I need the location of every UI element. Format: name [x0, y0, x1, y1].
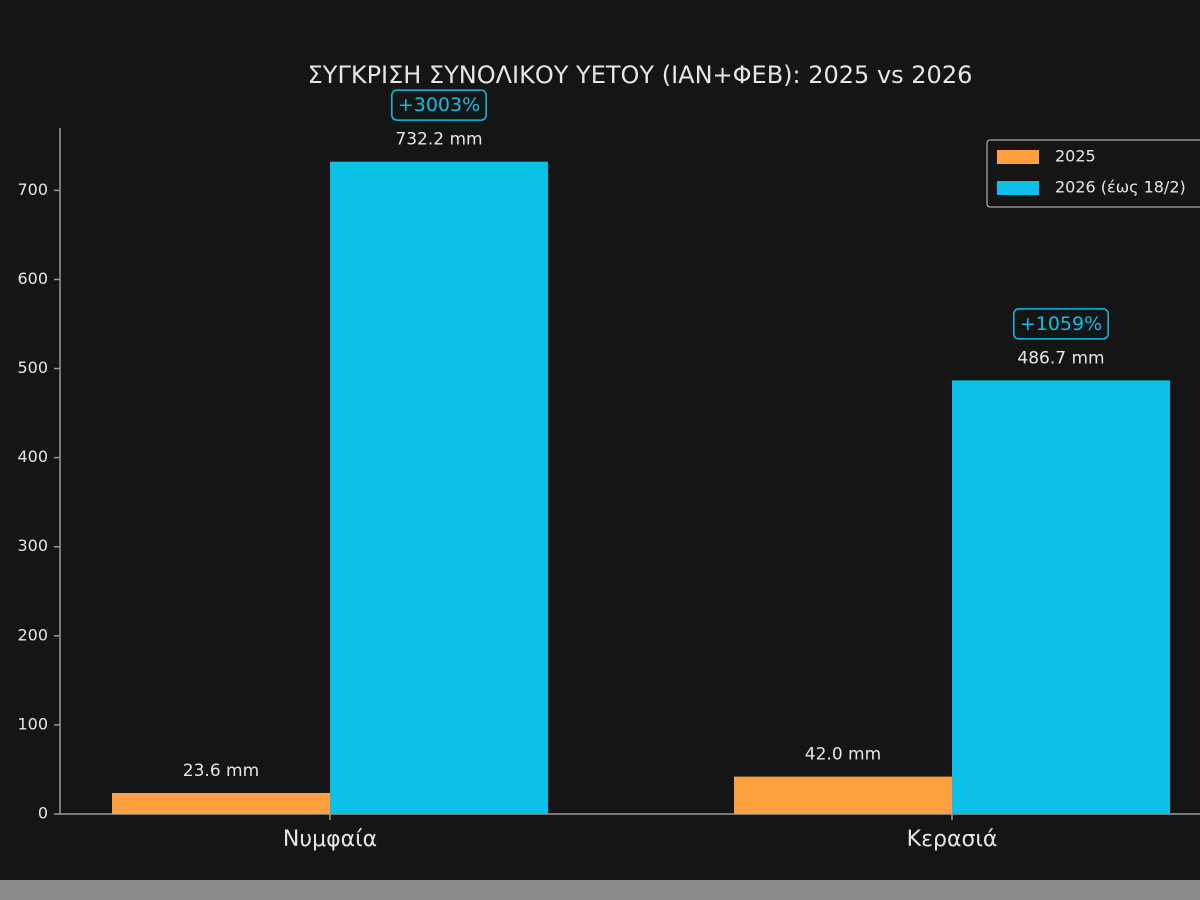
- x-tick-label: Νυμφαία: [283, 827, 377, 852]
- value-label: 42.0 mm: [805, 745, 881, 765]
- footer-strip: [0, 880, 1200, 900]
- y-tick-label: 600: [17, 269, 48, 288]
- annotation-box: [391, 89, 487, 121]
- bar: [952, 380, 1170, 814]
- y-tick-label: 400: [17, 447, 48, 466]
- y-tick-label: 100: [17, 714, 48, 733]
- legend-label: 2025: [1055, 147, 1096, 166]
- chart-title: ΣΥΓΚΡΙΣΗ ΣΥΝΟΛΙΚΟΥ ΥΕΤΟΥ (ΙΑΝ+ΦΕΒ): 2025…: [308, 61, 973, 89]
- legend-label: 2026 (έως 18/2): [1055, 178, 1186, 197]
- annotation: +1059%: [1020, 313, 1102, 335]
- y-tick-label: 300: [17, 536, 48, 555]
- bar: [112, 792, 330, 814]
- value-label: 486.7 mm: [1017, 348, 1104, 368]
- value-label: 23.6 mm: [183, 761, 259, 781]
- y-tick-label: 500: [17, 358, 48, 377]
- legend-swatch: [997, 181, 1039, 195]
- y-tick-label: 200: [17, 625, 48, 644]
- bar: [734, 776, 952, 814]
- x-tick-label: Κερασιά: [907, 827, 998, 852]
- bar: [330, 161, 548, 814]
- y-tick-label: 0: [38, 804, 48, 823]
- annotation-box: [1013, 308, 1109, 340]
- legend-swatch: [997, 150, 1039, 164]
- y-tick-label: 700: [17, 180, 48, 199]
- legend-box: [986, 139, 1200, 208]
- annotation: +3003%: [398, 94, 480, 116]
- value-label: 732.2 mm: [395, 130, 482, 150]
